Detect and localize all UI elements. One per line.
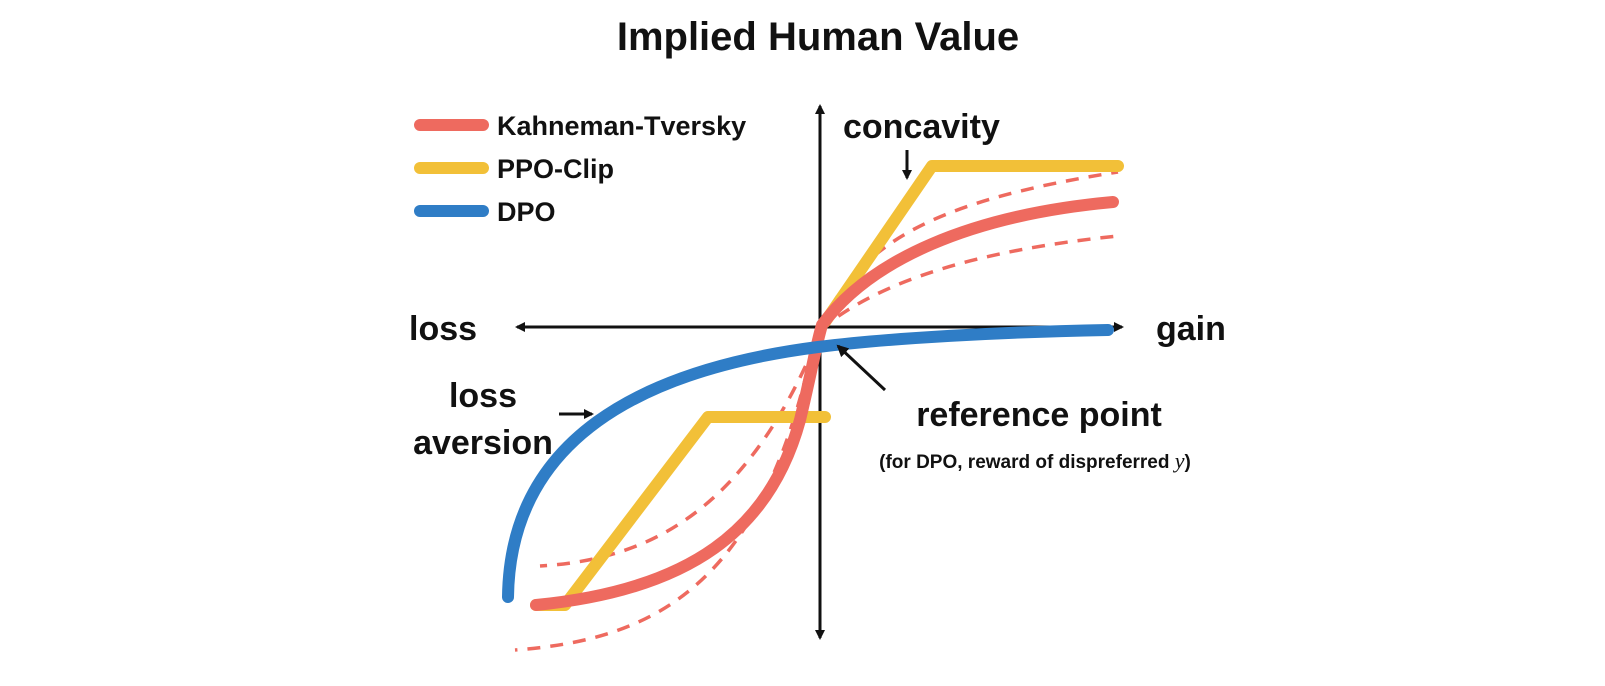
legend: Kahneman-Tversky PPO-Clip DPO — [414, 111, 746, 227]
legend-item-ppo-clip: PPO-Clip — [414, 154, 614, 184]
reference-note-variable: y — [1173, 448, 1185, 473]
legend-label-ppo-clip: PPO-Clip — [497, 154, 614, 184]
legend-item-kahneman-tversky: Kahneman-Tversky — [414, 111, 746, 141]
reference-note-suffix: ) — [1185, 452, 1191, 473]
diagram-title: Implied Human Value — [617, 15, 1019, 59]
loss-aversion-label-line2: aversion — [413, 424, 553, 462]
ppo-clip-loss-curve — [530, 411, 831, 611]
reference-note-prefix: (for DPO, reward of dispreferred — [879, 452, 1175, 473]
legend-item-dpo: DPO — [414, 197, 556, 227]
reference-point-label: reference point — [916, 396, 1162, 434]
reference-point-arrow — [836, 344, 887, 392]
legend-label-dpo: DPO — [497, 197, 556, 227]
reference-point-note: (for DPO, reward of dispreferred y) — [879, 448, 1191, 473]
kahneman-tversky-upper-dashed-curve — [818, 170, 1119, 329]
kahneman-tversky-lower-dashed-curve — [818, 234, 1119, 332]
curves — [502, 160, 1124, 652]
loss-aversion-label-line1: loss — [449, 377, 517, 415]
kahneman-tversky-curve — [530, 196, 1119, 611]
kahneman-tversky-loss-upper-dashed-curve — [539, 344, 817, 568]
dpo-curve — [502, 324, 1114, 603]
ppo-clip-curve — [819, 160, 1124, 328]
loss-axis-label: loss — [409, 310, 477, 348]
concavity-label: concavity — [843, 108, 1000, 146]
gain-axis-label: gain — [1156, 310, 1226, 348]
legend-label-kahneman-tversky: Kahneman-Tversky — [497, 111, 746, 141]
